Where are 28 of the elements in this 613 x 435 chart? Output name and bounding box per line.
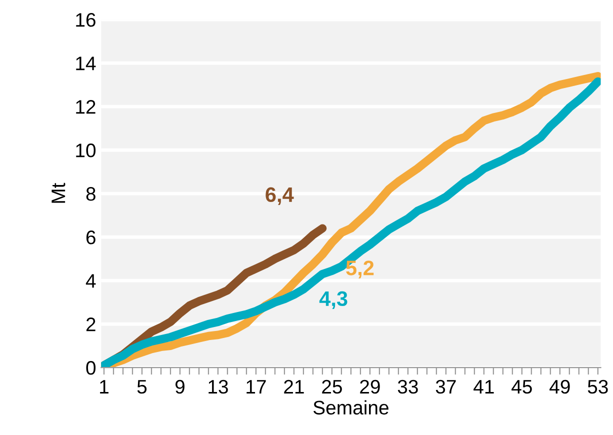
x-tick-label: 13	[208, 380, 228, 394]
x-tick-label: 33	[398, 380, 418, 394]
y-tick-label: 12	[76, 100, 96, 114]
y-tick-label: 2	[86, 318, 96, 332]
y-tick-label: 8	[86, 187, 96, 201]
y-tick-label: 16	[76, 13, 96, 27]
x-axis-title: Semaine	[313, 400, 388, 415]
x-tick-label: 37	[436, 380, 456, 394]
y-tick-label: 14	[76, 56, 96, 70]
y-tick-label: 6	[86, 230, 96, 244]
x-tick-label: 53	[588, 380, 608, 394]
data-label: 4,3	[319, 291, 348, 310]
x-tick-label: 45	[512, 380, 532, 394]
x-tick-label: 25	[322, 380, 342, 394]
x-tick-label: 21	[284, 380, 304, 394]
y-tick-label: 4	[86, 274, 96, 288]
x-tick-label: 1	[100, 380, 108, 394]
x-tick-label: 29	[360, 380, 380, 394]
y-tick-label: 10	[76, 144, 96, 158]
x-tick-label: 41	[474, 380, 494, 394]
x-tick-label: 49	[550, 380, 570, 394]
data-label: 6,4	[266, 187, 294, 206]
x-tick-label: 5	[137, 380, 147, 394]
x-tick-label: 17	[246, 380, 266, 394]
x-tick-label: 9	[175, 380, 184, 394]
y-tick-label: 0	[86, 361, 96, 375]
y-axis-title: Mt	[52, 182, 66, 203]
data-label: 5,2	[346, 260, 374, 278]
